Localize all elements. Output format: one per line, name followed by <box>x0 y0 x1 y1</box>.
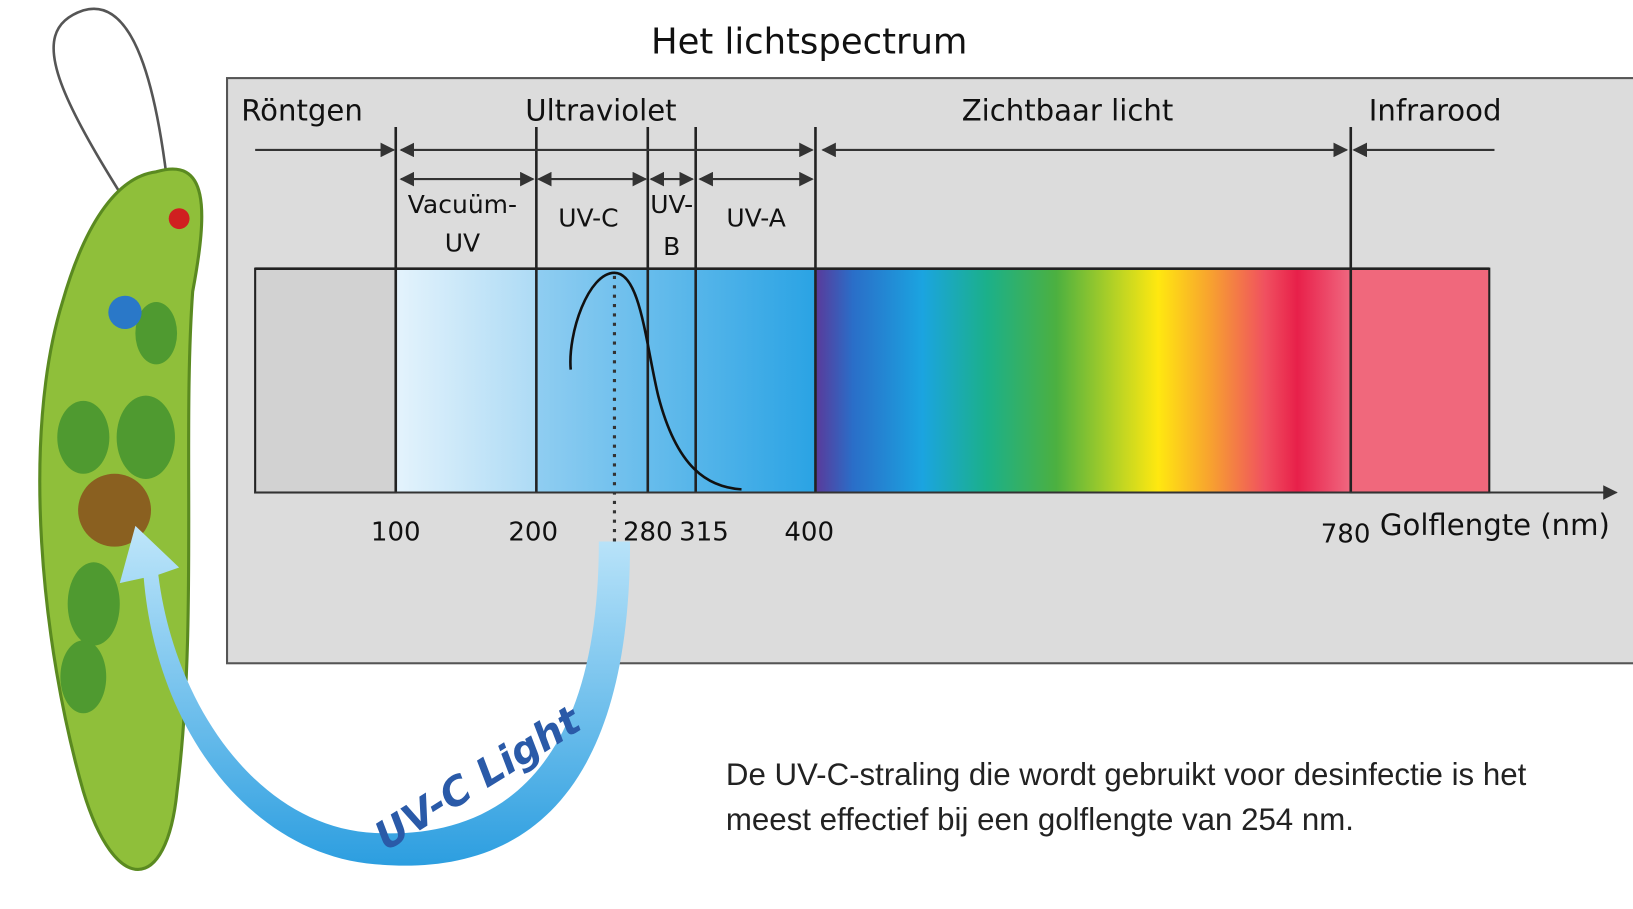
tick-label: 100 <box>371 518 421 548</box>
caption: meest effectief bij een golflengte van 2… <box>726 802 1354 837</box>
tick-label: 315 <box>679 518 729 548</box>
subregion-label: UV-A <box>726 204 785 233</box>
title: Het lichtspectrum <box>651 22 967 63</box>
euglena <box>38 7 204 871</box>
region-label: Infrarood <box>1369 93 1502 127</box>
region-label: Ultraviolet <box>525 93 676 127</box>
tick-label: 400 <box>784 518 834 548</box>
region-label: Zichtbaar licht <box>962 93 1174 127</box>
tick-label: 280 <box>623 518 673 548</box>
subregion-label: B <box>663 232 680 261</box>
subregion-label: UV-C <box>558 204 618 233</box>
subregion-label: Vacuüm- <box>408 190 517 219</box>
tick-label: 780 <box>1321 520 1371 550</box>
uv-arrow <box>119 525 631 866</box>
caption: De UV-C-straling die wordt gebruikt voor… <box>726 757 1527 792</box>
region-label: Röntgen <box>241 93 363 127</box>
dividers <box>394 127 1353 493</box>
curve <box>569 271 742 491</box>
spectrum-bar <box>254 267 1491 494</box>
subregion-label: UV- <box>650 190 693 219</box>
tick-label: 200 <box>508 518 558 548</box>
axis-label: Golflengte (nm) <box>1380 508 1610 542</box>
subregion-label: UV <box>445 229 480 258</box>
